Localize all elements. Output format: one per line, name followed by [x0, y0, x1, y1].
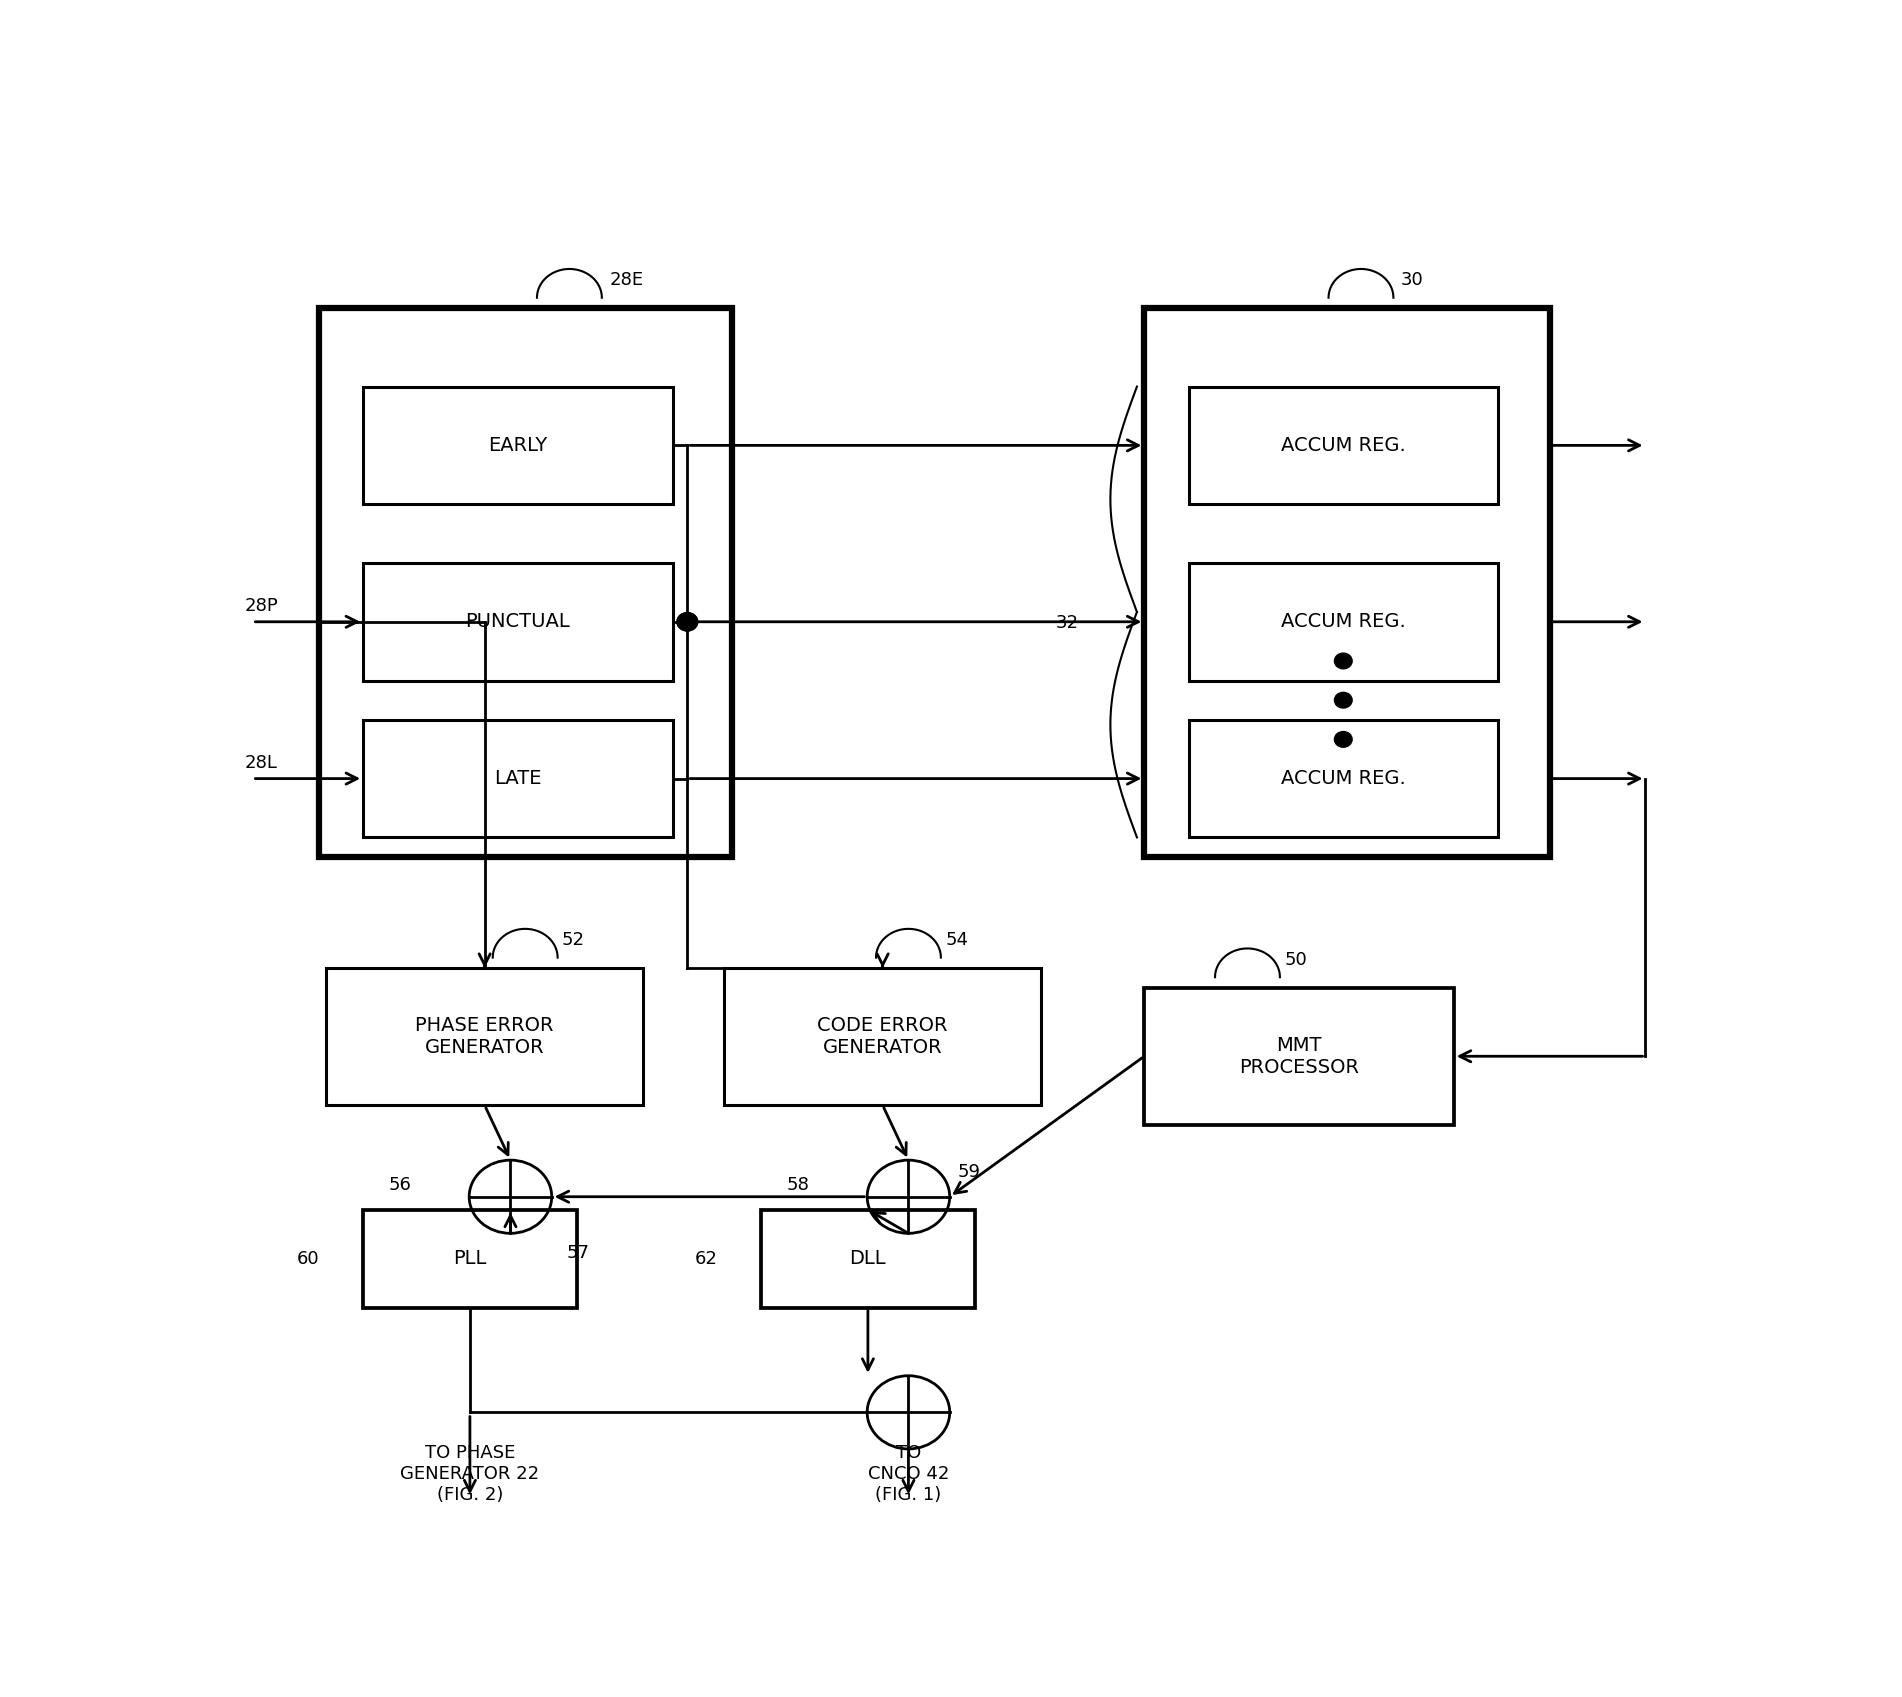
Text: 30: 30 — [1400, 272, 1423, 288]
Text: TO
CNCO 42
(FIG. 1): TO CNCO 42 (FIG. 1) — [867, 1444, 949, 1504]
Circle shape — [677, 613, 698, 631]
Text: DLL: DLL — [850, 1249, 886, 1268]
Text: PLL: PLL — [453, 1249, 487, 1268]
Text: 56: 56 — [388, 1176, 411, 1195]
Text: EARLY: EARLY — [489, 436, 548, 455]
Text: 62: 62 — [694, 1249, 717, 1268]
FancyBboxPatch shape — [363, 387, 673, 504]
FancyBboxPatch shape — [363, 720, 673, 837]
Text: 58: 58 — [786, 1176, 808, 1195]
Text: ACCUM REG.: ACCUM REG. — [1280, 436, 1406, 455]
Text: 28P: 28P — [245, 597, 280, 616]
FancyBboxPatch shape — [1145, 988, 1453, 1125]
Text: 59: 59 — [957, 1162, 980, 1181]
FancyBboxPatch shape — [327, 967, 643, 1105]
FancyBboxPatch shape — [363, 1210, 576, 1308]
Text: PHASE ERROR
GENERATOR: PHASE ERROR GENERATOR — [415, 1017, 553, 1057]
Circle shape — [1335, 692, 1352, 708]
FancyBboxPatch shape — [1189, 720, 1499, 837]
Text: 52: 52 — [563, 932, 586, 949]
Text: 50: 50 — [1284, 950, 1307, 969]
Circle shape — [1335, 653, 1352, 669]
Text: 28E: 28E — [609, 272, 643, 288]
FancyBboxPatch shape — [1189, 387, 1499, 504]
Text: LATE: LATE — [495, 769, 542, 787]
FancyBboxPatch shape — [320, 309, 732, 857]
FancyBboxPatch shape — [363, 563, 673, 680]
Text: 28L: 28L — [245, 753, 278, 772]
Text: ACCUM REG.: ACCUM REG. — [1280, 613, 1406, 631]
Text: CODE ERROR
GENERATOR: CODE ERROR GENERATOR — [818, 1017, 947, 1057]
FancyBboxPatch shape — [761, 1210, 974, 1308]
FancyBboxPatch shape — [1145, 309, 1550, 857]
Text: PUNCTUAL: PUNCTUAL — [466, 613, 571, 631]
FancyBboxPatch shape — [1189, 563, 1499, 680]
Text: MMT
PROCESSOR: MMT PROCESSOR — [1238, 1035, 1360, 1078]
Text: 54: 54 — [945, 932, 968, 949]
Text: ACCUM REG.: ACCUM REG. — [1280, 769, 1406, 787]
Text: 57: 57 — [567, 1244, 590, 1263]
Text: 32: 32 — [1056, 614, 1078, 631]
FancyBboxPatch shape — [725, 967, 1040, 1105]
Circle shape — [1335, 731, 1352, 747]
Circle shape — [677, 613, 698, 631]
Text: 60: 60 — [297, 1249, 320, 1268]
Text: TO PHASE
GENERATOR 22
(FIG. 2): TO PHASE GENERATOR 22 (FIG. 2) — [399, 1444, 540, 1504]
